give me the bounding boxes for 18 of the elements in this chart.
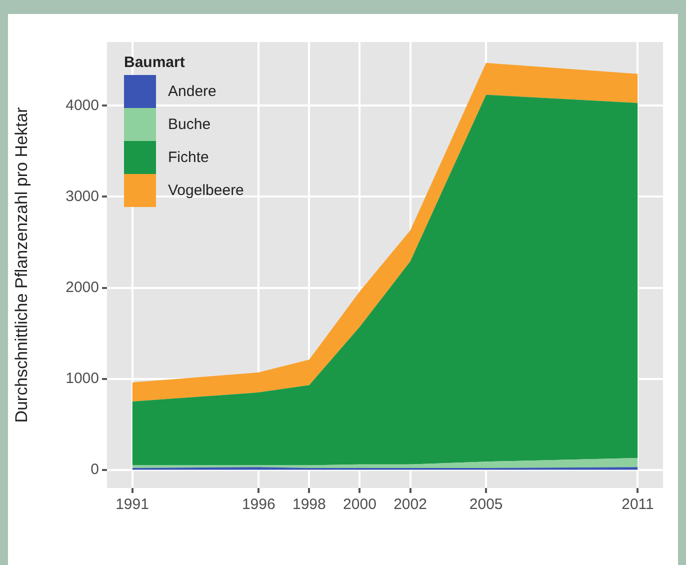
x-tick-label: 2005	[469, 496, 503, 514]
y-tick-label: 1000	[66, 370, 99, 387]
x-tick-label: 2011	[622, 496, 654, 514]
x-tick-label: 1996	[242, 496, 276, 514]
y-tick-label: 2000	[66, 278, 99, 296]
legend-label: Buche	[168, 116, 211, 133]
x-tick-label: 2002	[394, 496, 427, 514]
legend-label: Andere	[168, 83, 216, 100]
y-tick-label: 4000	[66, 96, 99, 114]
legend-title: Baumart	[124, 54, 186, 71]
y-tick-label: 0	[90, 460, 99, 478]
x-tick-label: 1991	[116, 496, 149, 514]
y-tick-label: 3000	[66, 188, 99, 205]
legend-label: Vogelbeere	[168, 182, 244, 199]
x-tick-label: 2000	[343, 496, 376, 514]
x-tick-label: 1998	[292, 496, 326, 514]
y-axis-title: Durchschnittliche Pflanzenzahl pro Hektar	[12, 106, 31, 423]
legend-label: Fichte	[168, 149, 209, 166]
